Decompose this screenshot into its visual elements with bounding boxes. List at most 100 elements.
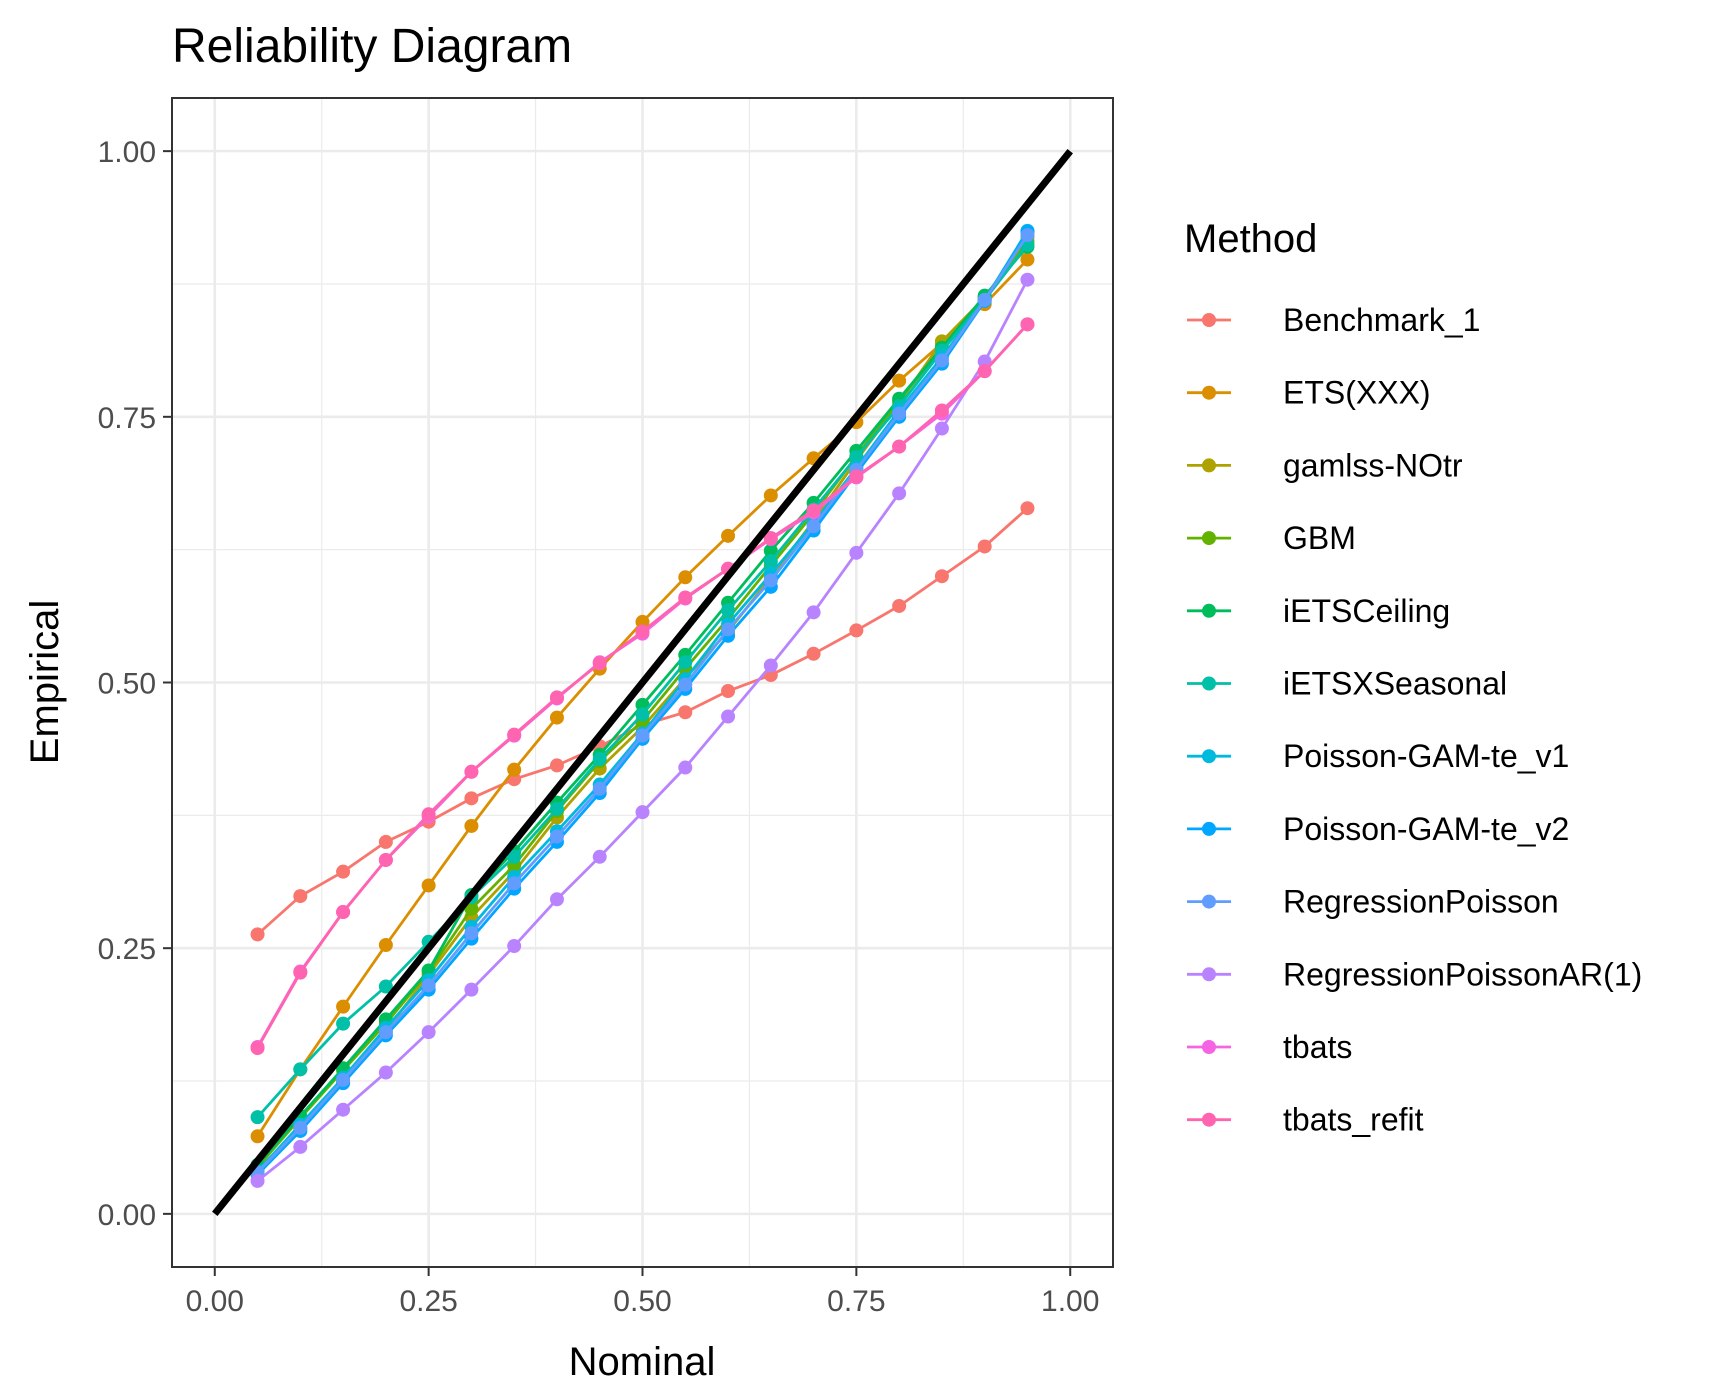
legend-label: Benchmark_1 bbox=[1283, 302, 1480, 338]
legend-item: ETS(XXX) bbox=[1187, 375, 1431, 411]
data-point bbox=[464, 791, 479, 806]
series-RegressionPoisson bbox=[250, 228, 1035, 1180]
data-point bbox=[336, 999, 351, 1014]
data-point bbox=[592, 781, 607, 796]
data-point bbox=[849, 623, 864, 638]
data-point bbox=[977, 354, 992, 369]
reference-diagonal-line bbox=[212, 148, 1073, 1217]
data-point bbox=[678, 705, 693, 720]
data-point bbox=[378, 852, 393, 867]
data-point bbox=[549, 710, 564, 725]
data-point bbox=[378, 834, 393, 849]
legend-key-point bbox=[1202, 967, 1216, 982]
data-point bbox=[763, 554, 778, 569]
data-point bbox=[1020, 252, 1035, 267]
data-point bbox=[763, 530, 778, 545]
legend-label: Poisson-GAM-te_v1 bbox=[1283, 738, 1569, 774]
data-point bbox=[250, 1041, 265, 1056]
data-point bbox=[464, 926, 479, 941]
y-axis-title: Empirical bbox=[23, 600, 67, 764]
data-point bbox=[977, 539, 992, 554]
legend-label: RegressionPoissonAR(1) bbox=[1283, 956, 1642, 992]
data-point bbox=[934, 353, 949, 368]
x-tick-label: 0.50 bbox=[613, 1285, 671, 1318]
data-point bbox=[464, 818, 479, 833]
x-axis-ticks: 0.00 0.25 0.50 0.75 1.00 bbox=[186, 1267, 1099, 1318]
legend-label: tbats_refit bbox=[1283, 1102, 1424, 1138]
data-point bbox=[806, 605, 821, 620]
data-point bbox=[892, 439, 907, 454]
legend-label: RegressionPoisson bbox=[1283, 884, 1559, 920]
data-point bbox=[934, 421, 949, 436]
data-point bbox=[635, 624, 650, 639]
data-point bbox=[849, 450, 864, 465]
legend-label: GBM bbox=[1283, 520, 1356, 556]
data-point bbox=[934, 403, 949, 418]
legend-item: iETSCeiling bbox=[1187, 593, 1450, 629]
legend-item: GBM bbox=[1187, 520, 1356, 556]
data-point bbox=[293, 889, 308, 904]
data-point bbox=[378, 1065, 393, 1080]
data-point bbox=[592, 849, 607, 864]
data-point bbox=[721, 603, 736, 618]
legend: Method Benchmark_1 ETS(XXX) gamlss-NOtr GBM… bbox=[1184, 217, 1642, 1138]
data-point bbox=[635, 805, 650, 820]
data-point bbox=[549, 892, 564, 907]
data-point bbox=[635, 707, 650, 722]
y-tick-label: 0.00 bbox=[98, 1199, 156, 1232]
data-point bbox=[293, 1120, 308, 1135]
legend-label: iETSCeiling bbox=[1283, 593, 1450, 629]
data-point bbox=[678, 677, 693, 692]
y-tick-label: 0.25 bbox=[98, 933, 156, 966]
data-point bbox=[635, 728, 650, 743]
data-point bbox=[977, 292, 992, 307]
legend-item: gamlss-NOtr bbox=[1187, 447, 1463, 483]
x-tick-label: 0.25 bbox=[399, 1285, 457, 1318]
data-point bbox=[977, 364, 992, 379]
data-point bbox=[806, 519, 821, 534]
legend-label: Poisson-GAM-te_v2 bbox=[1283, 811, 1569, 847]
legend-key-point bbox=[1202, 1112, 1216, 1127]
data-point bbox=[635, 614, 650, 629]
data-point bbox=[464, 901, 479, 916]
data-point bbox=[678, 655, 693, 670]
data-point bbox=[507, 939, 522, 954]
data-point bbox=[592, 656, 607, 671]
data-point bbox=[336, 905, 351, 920]
series-layer bbox=[250, 223, 1035, 1188]
data-point bbox=[293, 1062, 308, 1077]
legend-item: RegressionPoisson bbox=[1187, 884, 1559, 920]
legend-key-point bbox=[1202, 531, 1216, 546]
y-tick-label: 1.00 bbox=[98, 136, 156, 169]
data-point bbox=[1020, 228, 1035, 243]
data-point bbox=[549, 829, 564, 844]
data-point bbox=[806, 646, 821, 661]
x-tick-label: 0.75 bbox=[827, 1285, 885, 1318]
data-point bbox=[421, 978, 436, 993]
data-point bbox=[464, 982, 479, 997]
data-point bbox=[378, 937, 393, 952]
x-tick-label: 0.00 bbox=[186, 1285, 244, 1318]
data-point bbox=[549, 801, 564, 816]
data-point bbox=[336, 1016, 351, 1031]
legend-title: Method bbox=[1184, 217, 1317, 261]
legend-item: iETSXSeasonal bbox=[1187, 666, 1507, 702]
data-point bbox=[549, 758, 564, 773]
data-point bbox=[892, 406, 907, 421]
legend-item: RegressionPoissonAR(1) bbox=[1187, 956, 1642, 992]
data-point bbox=[250, 1173, 265, 1188]
data-point bbox=[892, 373, 907, 388]
data-point bbox=[763, 543, 778, 558]
data-point bbox=[378, 979, 393, 994]
plot-panel bbox=[171, 97, 1114, 1268]
data-point bbox=[1020, 272, 1035, 287]
data-point bbox=[721, 528, 736, 543]
data-point bbox=[250, 1129, 265, 1144]
legend-item: Benchmark_1 bbox=[1187, 302, 1480, 338]
data-point bbox=[336, 864, 351, 879]
data-point bbox=[892, 486, 907, 501]
legend-key-point bbox=[1202, 458, 1216, 473]
legend-item: Poisson-GAM-te_v2 bbox=[1187, 811, 1569, 847]
data-point bbox=[763, 488, 778, 503]
data-point bbox=[763, 658, 778, 673]
